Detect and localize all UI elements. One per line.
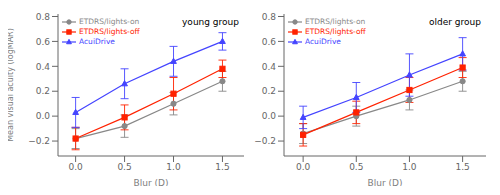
html-text:older group: older group [429,17,481,27]
svg-text:1.0: 1.0 [402,162,417,172]
svg-text:0.0: 0.0 [296,162,311,172]
html-text:ETDRS/lights-on: ETDRS/lights-on [79,17,140,26]
svg-text:0.2: 0.2 [262,86,276,96]
svg-text:Blur (D): Blur (D) [368,178,403,186]
html-text:ETDRS/lights-off: ETDRS/lights-off [305,27,366,36]
svg-text:0.4: 0.4 [36,62,51,72]
svg-text:0.6: 0.6 [262,37,277,47]
html-text:AcuiDrive: AcuiDrive [305,37,341,46]
svg-text:0.0: 0.0 [36,111,51,121]
svg-text:0.8: 0.8 [262,12,277,22]
svg-text:0.4: 0.4 [262,62,277,72]
svg-text:1.0: 1.0 [166,162,181,172]
svg-text:−0.2: −0.2 [28,136,50,146]
svg-text:0.8: 0.8 [36,12,51,22]
html-text:ETDRS/lights-off: ETDRS/lights-off [79,27,140,36]
svg-text:0.2: 0.2 [36,86,50,96]
html-text:AcuiDrive: AcuiDrive [79,37,115,46]
svg-text:−0.2: −0.2 [254,136,276,146]
svg-text:0.0: 0.0 [68,162,83,172]
svg-text:0.0: 0.0 [262,111,277,121]
svg-text:0.5: 0.5 [117,162,131,172]
html-text:ETDRS/lights-on: ETDRS/lights-on [305,17,366,26]
svg-text:0.5: 0.5 [349,162,363,172]
svg-text:1.5: 1.5 [455,162,469,172]
svg-text:1.5: 1.5 [215,162,229,172]
svg-text:Blur (D): Blur (D) [134,178,169,186]
svg-text:0.6: 0.6 [36,37,51,47]
svg-text:Mean visual acuity (logMAR): Mean visual acuity (logMAR) [8,28,15,142]
html-text:young group: young group [182,17,239,27]
